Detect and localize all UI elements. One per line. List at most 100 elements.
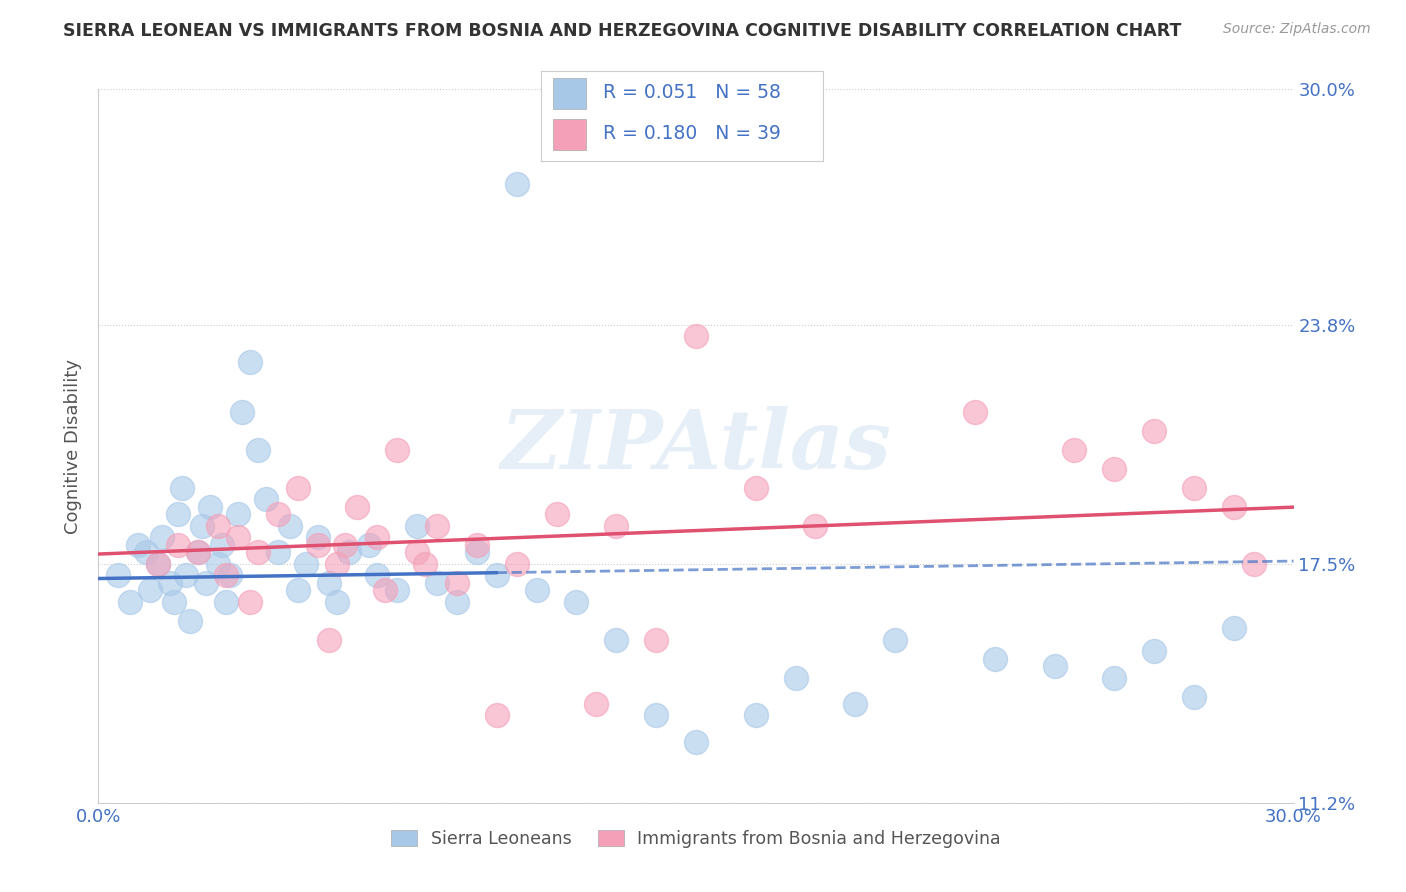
Point xyxy=(219,568,242,582)
Point xyxy=(465,545,488,559)
Point xyxy=(339,545,361,559)
Point xyxy=(207,557,229,571)
Point xyxy=(318,575,340,590)
Text: ZIPAtlas: ZIPAtlas xyxy=(501,406,891,486)
Point xyxy=(526,583,548,598)
Point xyxy=(239,594,262,608)
Point xyxy=(326,594,349,608)
Point xyxy=(585,697,607,711)
Point xyxy=(148,557,170,571)
Point xyxy=(1223,500,1246,514)
Point xyxy=(1063,442,1085,457)
Point xyxy=(546,508,568,522)
Point xyxy=(198,500,221,514)
Point xyxy=(1104,671,1126,685)
Point xyxy=(359,538,381,552)
Point xyxy=(506,557,529,571)
Point xyxy=(211,538,233,552)
Point xyxy=(366,568,388,582)
Point xyxy=(685,329,707,343)
Point xyxy=(385,442,409,457)
Point xyxy=(120,594,142,608)
Point xyxy=(745,481,768,495)
Point xyxy=(167,538,190,552)
Point xyxy=(413,557,436,571)
Point xyxy=(374,583,396,598)
Y-axis label: Cognitive Disability: Cognitive Disability xyxy=(63,359,82,533)
Point xyxy=(605,632,627,647)
Point xyxy=(605,518,627,533)
Point xyxy=(785,671,807,685)
Point xyxy=(366,530,388,544)
Text: SIERRA LEONEAN VS IMMIGRANTS FROM BOSNIA AND HERZEGOVINA COGNITIVE DISABILITY CO: SIERRA LEONEAN VS IMMIGRANTS FROM BOSNIA… xyxy=(63,22,1181,40)
Text: R = 0.180   N = 39: R = 0.180 N = 39 xyxy=(603,124,782,144)
Point xyxy=(215,594,238,608)
Point xyxy=(267,508,290,522)
Point xyxy=(246,545,269,559)
Point xyxy=(215,568,238,582)
Point xyxy=(1104,462,1126,476)
Point xyxy=(465,538,488,552)
Point xyxy=(963,405,986,419)
Point xyxy=(239,355,262,369)
Point xyxy=(645,632,668,647)
Point xyxy=(172,481,194,495)
Point xyxy=(187,545,209,559)
Point xyxy=(187,545,209,559)
Point xyxy=(163,594,186,608)
Point xyxy=(1143,644,1166,658)
Point xyxy=(246,442,269,457)
Point xyxy=(426,575,449,590)
Point xyxy=(335,538,357,552)
Point xyxy=(1223,621,1246,635)
Point xyxy=(107,568,129,582)
Point xyxy=(645,708,668,723)
Point xyxy=(139,583,162,598)
Point xyxy=(167,508,190,522)
Point xyxy=(207,518,229,533)
Text: Source: ZipAtlas.com: Source: ZipAtlas.com xyxy=(1223,22,1371,37)
Point xyxy=(485,708,508,723)
Point xyxy=(1182,481,1205,495)
Point xyxy=(385,583,409,598)
Point xyxy=(287,481,309,495)
Point xyxy=(745,708,768,723)
Point xyxy=(1143,424,1166,438)
Point xyxy=(406,545,429,559)
Point xyxy=(195,575,218,590)
Point xyxy=(135,545,157,559)
Point xyxy=(446,594,468,608)
Point xyxy=(287,583,309,598)
Point xyxy=(346,500,368,514)
Point xyxy=(318,632,340,647)
Point xyxy=(326,557,349,571)
Point xyxy=(844,697,866,711)
Point xyxy=(685,735,707,749)
Point xyxy=(127,538,149,552)
Point xyxy=(226,508,249,522)
Point xyxy=(446,575,468,590)
Point xyxy=(984,651,1007,665)
Point xyxy=(804,518,827,533)
Point xyxy=(406,518,429,533)
Point xyxy=(506,177,529,191)
Point xyxy=(159,575,181,590)
Point xyxy=(179,614,201,628)
Point xyxy=(884,632,907,647)
Point xyxy=(294,557,316,571)
Point xyxy=(485,568,508,582)
Point xyxy=(231,405,253,419)
Bar xyxy=(553,119,586,150)
Point xyxy=(307,538,329,552)
Point xyxy=(174,568,197,582)
Legend: Sierra Leoneans, Immigrants from Bosnia and Herzegovina: Sierra Leoneans, Immigrants from Bosnia … xyxy=(384,823,1008,855)
Point xyxy=(267,545,290,559)
Point xyxy=(191,518,214,533)
Point xyxy=(565,594,588,608)
Point xyxy=(307,530,329,544)
Point xyxy=(254,492,277,507)
Point xyxy=(278,518,301,533)
Text: R = 0.051   N = 58: R = 0.051 N = 58 xyxy=(603,83,782,103)
Point xyxy=(1043,659,1066,673)
Point xyxy=(226,530,249,544)
